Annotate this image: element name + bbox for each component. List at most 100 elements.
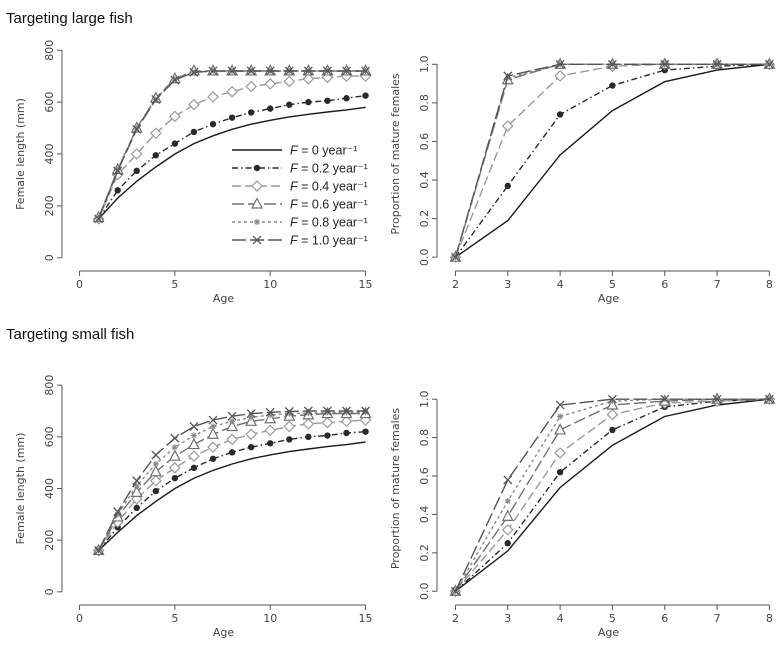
data-point-3 — [609, 398, 616, 405]
series-line — [97, 410, 366, 551]
data-point-2 — [133, 167, 140, 175]
data-point-6 — [207, 441, 219, 454]
chart-panel-2: 2 3 4 5 6 7 8 0.0 0.2 0.4 0.6 0.8 1.0 Age Proportion o… — [389, 56, 776, 305]
data-point-9 — [264, 424, 277, 437]
data-point-1 — [114, 187, 121, 194]
x-tick-label: 6 — [661, 278, 668, 291]
data-point-12 — [324, 432, 331, 439]
series-line — [98, 431, 366, 551]
data-point-2 — [130, 148, 143, 160]
data-point-3 — [609, 82, 616, 89]
data-point-9 — [267, 440, 274, 447]
data-point-2 — [554, 423, 567, 435]
x-tick-label: 7 — [714, 612, 721, 625]
data-point-11 — [305, 98, 312, 106]
legend-entry-F08: F = 0.8 year⁻¹ — [232, 216, 368, 230]
y-tick-label: 0 — [43, 588, 56, 595]
data-point-3 — [606, 398, 619, 410]
y-tick-label: 800 — [43, 375, 56, 396]
data-point-legend — [252, 235, 262, 245]
data-point-3 — [151, 95, 161, 104]
data-point-4 — [171, 444, 178, 451]
data-point-3 — [607, 59, 617, 69]
data-point-7 — [227, 66, 237, 76]
data-point-5 — [190, 432, 197, 439]
x-tick-label: 15 — [359, 278, 373, 291]
data-point-12 — [321, 416, 334, 429]
data-point-8 — [248, 414, 255, 421]
data-point-9 — [267, 105, 274, 112]
data-point-8 — [247, 109, 255, 116]
data-point-5 — [712, 59, 722, 69]
data-point-5 — [188, 450, 200, 463]
data-point-5 — [187, 437, 200, 450]
legend-label: F = 1.0 year⁻¹ — [290, 234, 368, 248]
y-axis-title: Proportion of mature females — [389, 408, 402, 570]
data-point-1 — [113, 507, 123, 517]
y-tick-label: 0.4 — [418, 506, 431, 524]
series-F02 — [452, 61, 773, 261]
x-tick-label: 5 — [171, 612, 178, 625]
y-tick-label: 800 — [43, 40, 56, 61]
x-tick-label: 15 — [359, 612, 373, 625]
data-point-5 — [189, 422, 199, 431]
data-point-7 — [226, 433, 238, 446]
data-point-1 — [114, 166, 121, 173]
y-tick-label: 600 — [43, 426, 56, 447]
data-point-6 — [208, 66, 218, 76]
data-point-6 — [209, 120, 217, 128]
data-point-3 — [149, 464, 162, 477]
chart-panel-4: 2 3 4 5 6 7 8 0.0 0.2 0.4 0.6 0.8 1.0 Age Proportion o… — [389, 390, 776, 639]
x-tick-label: 7 — [714, 278, 721, 291]
data-point-1 — [504, 182, 511, 190]
x-axis-title: Age — [213, 292, 235, 305]
data-point-legend — [254, 219, 260, 225]
x-tick-label: 10 — [263, 612, 277, 625]
data-point-4 — [168, 449, 181, 461]
data-point-5 — [190, 128, 198, 136]
x-tick-label: 2 — [452, 278, 459, 291]
series-F08 — [452, 61, 773, 261]
data-point-11 — [302, 418, 315, 430]
x-tick-label: 3 — [504, 612, 511, 625]
data-point-1 — [503, 475, 513, 485]
y-tick-label: 200 — [43, 195, 56, 216]
data-point-11 — [303, 406, 313, 416]
data-point-11 — [305, 410, 312, 417]
series-F0 — [98, 106, 366, 220]
data-point-11 — [305, 433, 312, 441]
data-point-4 — [169, 461, 181, 474]
data-point-1 — [501, 523, 514, 536]
x-tick-label: 4 — [557, 612, 564, 625]
series-F02 — [95, 428, 369, 554]
data-point-8 — [246, 66, 256, 76]
data-point-8 — [245, 428, 257, 441]
section-title-large-fish: Targeting large fish — [6, 10, 133, 27]
data-point-12 — [324, 97, 331, 104]
data-point-13 — [343, 409, 350, 416]
series-F02 — [95, 92, 369, 223]
data-point-11 — [302, 72, 315, 85]
x-tick-label: 8 — [766, 612, 773, 625]
data-point-8 — [245, 80, 257, 93]
x-tick-label: 3 — [504, 278, 511, 291]
chart-panel-3: 0 5 10 15 0 200 400 600 800 Age Female length (mm) — [14, 375, 373, 639]
data-point-14 — [362, 92, 369, 99]
y-tick-label: 0.2 — [418, 210, 431, 228]
series-F04 — [92, 70, 372, 225]
data-point-7 — [228, 449, 236, 456]
data-point-1 — [113, 166, 123, 176]
legend-entry-F04: F = 0.4 year⁻¹ — [232, 180, 368, 194]
series-F10 — [451, 59, 774, 262]
data-point-2 — [554, 447, 566, 459]
y-tick-label: 0.0 — [418, 248, 431, 266]
data-point-7 — [228, 114, 236, 121]
series-F08 — [452, 396, 773, 595]
data-point-3 — [149, 127, 162, 140]
data-point-5 — [188, 98, 200, 111]
series-F02 — [452, 396, 773, 595]
x-axis-title: Age — [598, 292, 620, 305]
y-tick-label: 0.2 — [418, 544, 431, 562]
series-F06 — [92, 406, 372, 556]
